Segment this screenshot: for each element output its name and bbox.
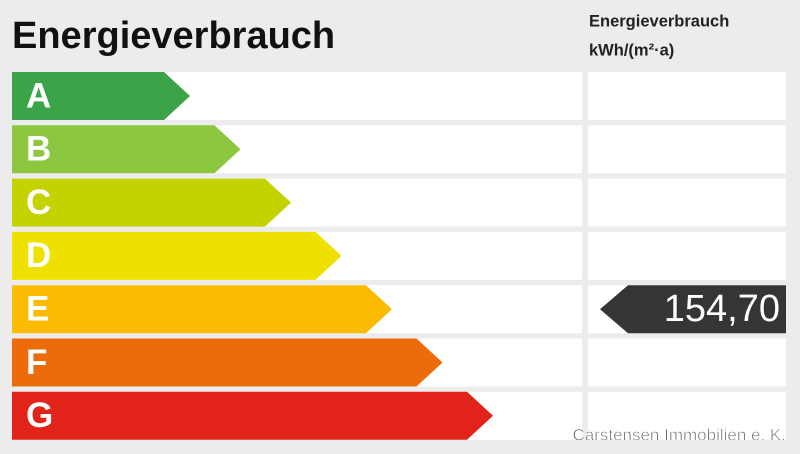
class-arrow (12, 178, 291, 227)
watermark: Carstensen Immobilien e. K. (572, 425, 786, 444)
class-letter: C (26, 183, 51, 222)
value-cell (588, 72, 786, 120)
value-cell (588, 338, 786, 387)
class-arrow (12, 231, 342, 280)
title: Energieverbrauch (12, 15, 335, 57)
class-letter: E (26, 289, 49, 328)
class-arrow (12, 338, 443, 387)
class-arrow (12, 125, 241, 174)
value-cell (588, 178, 786, 227)
value-cell (588, 125, 786, 174)
value-cell (588, 391, 786, 440)
side-header-unit: kWh/(m²·a) (589, 41, 674, 59)
side-header: Energieverbrauch (589, 12, 729, 30)
result-marker (600, 285, 786, 334)
class-arrow (12, 285, 392, 334)
class-letter: F (26, 343, 47, 382)
class-letter: G (26, 396, 53, 435)
class-arrow (12, 391, 493, 440)
class-letter: D (26, 236, 51, 275)
value-cell (588, 231, 786, 280)
result-value: 154,70 (664, 288, 780, 330)
class-arrow (12, 72, 190, 120)
class-letter: A (26, 76, 51, 115)
class-letter: B (26, 130, 51, 169)
